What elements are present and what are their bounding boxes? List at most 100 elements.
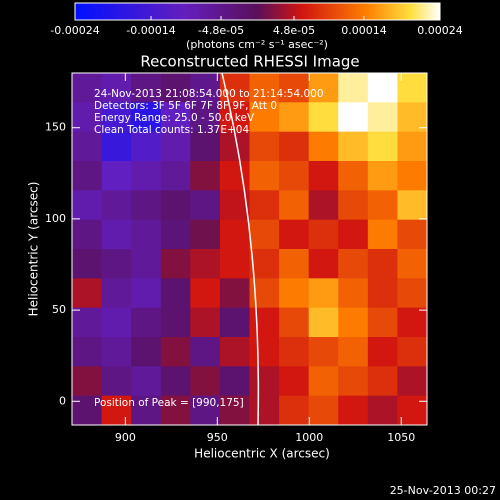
x-axis-label: Heliocentric X (arcsec): [194, 447, 330, 461]
colorbar: [74, 2, 441, 21]
heatmap-cell: [308, 337, 339, 367]
heatmap-cell: [72, 307, 103, 338]
heatmap-cell: [367, 278, 398, 309]
heatmap-cell: [190, 102, 221, 133]
heatmap-cell: [190, 190, 221, 221]
heatmap-cell: [338, 278, 369, 309]
heatmap-cell: [397, 395, 428, 426]
heatmap-cell: [72, 219, 103, 250]
heatmap-cell: [101, 131, 132, 162]
heatmap-cell: [101, 161, 132, 191]
y-axis-label: Heliocentric Y (arcsec): [27, 182, 41, 317]
heatmap-cell: [219, 366, 250, 397]
heatmap-cell: [338, 131, 369, 162]
heatmap-cell: [160, 102, 191, 133]
heatmap-cell: [367, 73, 398, 103]
heatmap-cell: [131, 249, 162, 279]
heatmap-cell: [190, 278, 221, 309]
heatmap-cell: [101, 219, 132, 250]
heatmap-cell: [131, 337, 162, 367]
chart-title: Reconstructed RHESSI Image: [140, 53, 359, 71]
heatmap-cell: [338, 337, 369, 367]
heatmap-cell: [397, 102, 428, 133]
heatmap-cell: [190, 307, 221, 338]
heatmap-cell: [308, 131, 339, 162]
heatmap-cell: [219, 307, 250, 338]
heatmap-cell: [190, 395, 221, 426]
heatmap-cell: [249, 73, 280, 103]
x-tick-label: 950: [207, 431, 228, 444]
heatmap-cell: [190, 161, 221, 191]
annotation: Clean Total counts: 1.37E+04: [94, 124, 249, 136]
heatmap-cell: [249, 337, 280, 367]
heatmap-cell: [101, 102, 132, 133]
heatmap-cell: [101, 190, 132, 221]
heatmap-cell: [101, 73, 132, 103]
heatmap-cell: [308, 161, 339, 191]
heatmap-cell: [190, 249, 221, 279]
heatmap-cell: [279, 131, 310, 162]
x-tick-label: 1050: [387, 431, 415, 444]
heatmap-cell: [308, 219, 339, 250]
heatmap-cell: [219, 278, 250, 309]
heatmap-cell: [308, 366, 339, 397]
heatmap-cell: [397, 190, 428, 221]
heatmap-cell: [308, 249, 339, 279]
heatmap-cell: [249, 190, 280, 221]
heatmap-cell: [279, 190, 310, 221]
heatmap-cell: [160, 190, 191, 221]
heatmap-cell: [131, 190, 162, 221]
heatmap-cell: [279, 73, 310, 103]
y-tick-label: 50: [52, 303, 66, 316]
heatmap-cell: [338, 249, 369, 279]
heatmap-cell: [279, 161, 310, 191]
heatmap-cell: [367, 395, 398, 426]
heatmap-cell: [160, 366, 191, 397]
heatmap-cell: [160, 161, 191, 191]
heatmap-cell: [397, 73, 428, 103]
heatmap-cell: [367, 307, 398, 338]
heatmap-cell: [397, 131, 428, 162]
heatmap-cell: [101, 249, 132, 279]
heatmap-cell: [190, 366, 221, 397]
heatmap-cell: [279, 337, 310, 367]
heatmap-cell: [397, 249, 428, 279]
heatmap-cell: [160, 219, 191, 250]
heatmap-cell: [367, 249, 398, 279]
x-tick-label: 1000: [295, 431, 323, 444]
colorbar-tick-label: 0.00024: [417, 24, 463, 37]
colorbar-tick-label: -4.8e-05: [198, 24, 244, 37]
heatmap-cell: [131, 73, 162, 103]
heatmap-cell: [131, 366, 162, 397]
heatmap-cell: [249, 249, 280, 279]
heatmap-cell: [131, 161, 162, 191]
heatmap-cell: [279, 102, 310, 133]
heatmap-cell: [397, 307, 428, 338]
y-tick-label: 150: [45, 121, 66, 134]
x-tick-label: 900: [115, 431, 136, 444]
heatmap-cell: [219, 102, 250, 133]
heatmap-cell: [131, 395, 162, 426]
timestamp: 25-Nov-2013 00:27: [390, 484, 496, 497]
colorbar-tick-label: -0.00014: [126, 24, 175, 37]
heatmap-cell: [131, 102, 162, 133]
annotation: Energy Range: 25.0 - 50.0 keV: [94, 112, 255, 124]
y-tick-label: 100: [45, 212, 66, 225]
heatmap-cell: [72, 366, 103, 397]
heatmap-cell: [338, 307, 369, 338]
heatmap-cell: [308, 278, 339, 309]
heatmap-cell: [279, 249, 310, 279]
heatmap-cell: [101, 278, 132, 309]
heatmap-cell: [367, 131, 398, 162]
heatmap-cell: [101, 395, 132, 426]
heatmap-cell: [219, 249, 250, 279]
heatmap-cell: [72, 190, 103, 221]
heatmap-cell: [397, 366, 428, 397]
heatmap-cell: [131, 278, 162, 309]
heatmap-cell: [160, 278, 191, 309]
heatmap-cell: [338, 73, 369, 103]
heatmap-cell: [219, 337, 250, 367]
heatmap-cell: [279, 278, 310, 309]
heatmap-cell: [308, 307, 339, 338]
